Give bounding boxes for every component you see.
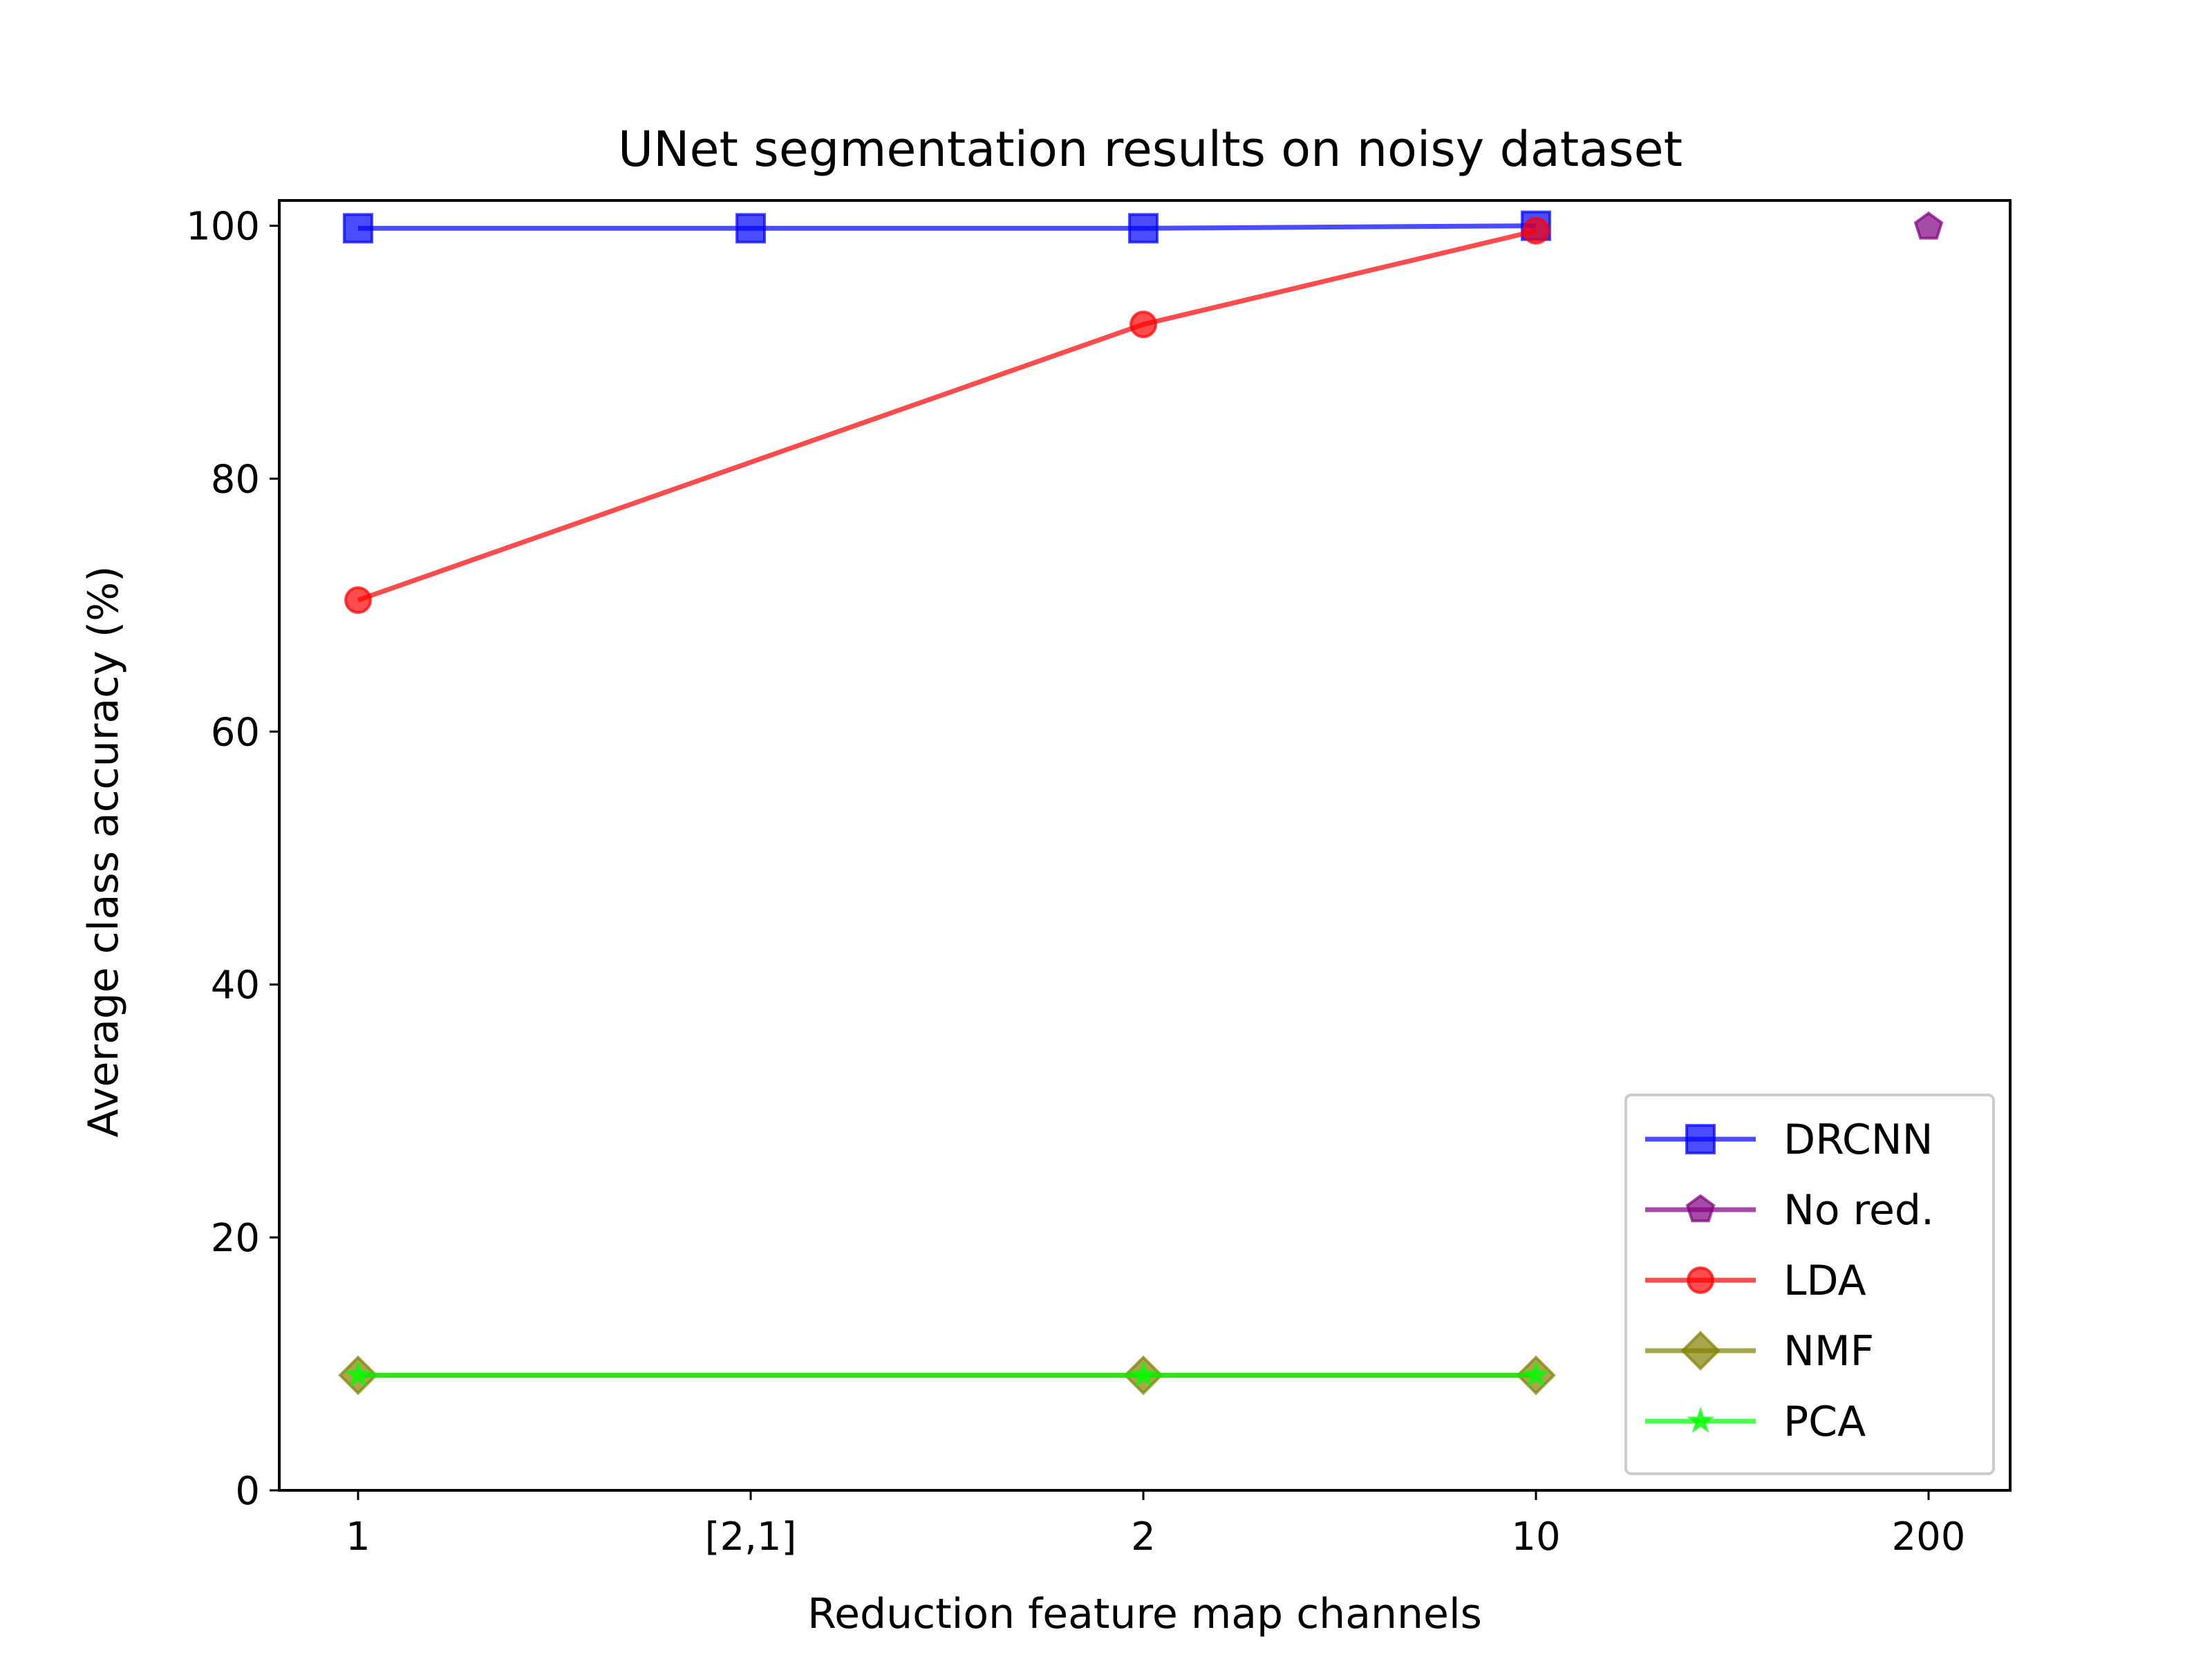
- legend-label: No red.: [1783, 1186, 1934, 1235]
- legend-item: DRCNN: [1645, 1116, 1933, 1164]
- x-tick-label: 2: [1131, 1515, 1156, 1559]
- legend: DRCNN No red. LDA NMF PCA: [1624, 1094, 1995, 1475]
- legend-label: NMF: [1783, 1327, 1874, 1376]
- x-tick-label: 1: [346, 1515, 371, 1559]
- y-tick-label: 60: [211, 710, 260, 755]
- plot-series: [338, 210, 1944, 1396]
- legend-box: [1624, 1094, 1995, 1475]
- y-axis: 0 20 40 60 80 100: [186, 205, 279, 1514]
- data-point: [1522, 216, 1550, 245]
- y-axis-label: Average class accuracy (%): [79, 565, 128, 1137]
- legend-marker: [1680, 1331, 1721, 1371]
- x-axis-label: Reduction feature map channels: [807, 1590, 1482, 1638]
- legend-label: DRCNN: [1783, 1116, 1933, 1164]
- x-tick-label: [2,1]: [705, 1515, 797, 1559]
- y-tick-label: 80: [211, 457, 260, 502]
- legend-item: LDA: [1645, 1257, 1866, 1305]
- legend-marker: [1685, 1124, 1716, 1154]
- plot-frame: [278, 199, 2012, 1492]
- legend-label: LDA: [1783, 1257, 1866, 1305]
- legend-marker: [1686, 1406, 1715, 1434]
- data-point: [1913, 211, 1944, 240]
- data-point: [1129, 1360, 1158, 1387]
- legend-item: PCA: [1645, 1398, 1866, 1446]
- data-point: [1128, 213, 1159, 244]
- legend-label: PCA: [1783, 1398, 1866, 1446]
- series-line: [358, 223, 1537, 231]
- data-point: [735, 213, 766, 244]
- x-tick-label: 200: [1892, 1515, 1966, 1559]
- data-point: [343, 213, 373, 244]
- y-tick-label: 40: [211, 963, 260, 1008]
- series-lda: [344, 216, 1550, 615]
- x-axis: 1 [2,1] 2 10 200: [346, 1490, 1965, 1559]
- x-tick-label: 10: [1511, 1515, 1560, 1559]
- series-no-red: [1913, 211, 1944, 240]
- data-point: [1521, 1360, 1550, 1387]
- legend-marker: [1687, 1266, 1714, 1294]
- data-point: [1130, 310, 1157, 339]
- chart-title: UNet segmentation results on noisy datas…: [618, 121, 1683, 178]
- data-point: [344, 1360, 373, 1387]
- data-point: [344, 586, 372, 615]
- legend-marker: [1685, 1194, 1716, 1223]
- series-pca: [344, 1360, 1550, 1387]
- legend-item: NMF: [1645, 1327, 1874, 1376]
- y-tick-label: 100: [186, 205, 260, 250]
- y-tick-label: 20: [211, 1216, 260, 1261]
- series-drcnn: [343, 210, 1551, 244]
- y-tick-label: 0: [235, 1469, 260, 1514]
- legend-item: No red.: [1645, 1186, 1934, 1235]
